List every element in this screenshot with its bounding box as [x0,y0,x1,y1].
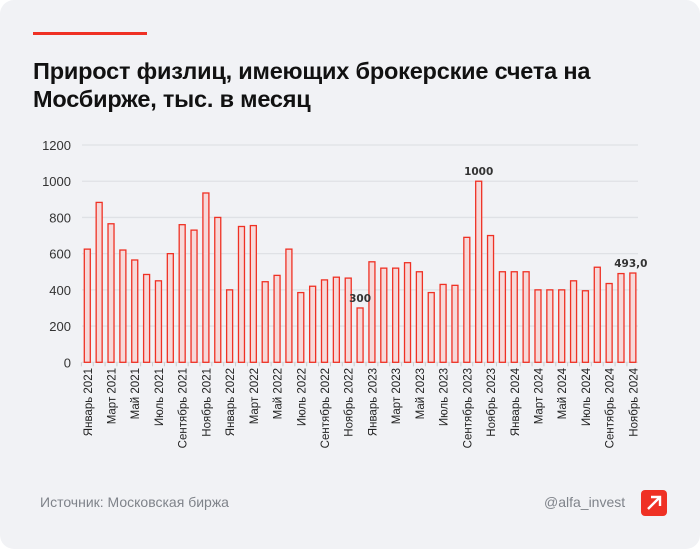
bar [605,282,613,363]
bar [392,267,400,363]
bar [261,281,269,363]
x-tick-label: Июль 2022 [296,368,308,426]
x-tick-label: Май 2021 [130,368,142,419]
bar [237,225,246,363]
x-tick-label: Ноябрь 2021 [201,368,213,437]
x-tick-label: Ноябрь 2024 [628,367,640,436]
bar [332,276,341,363]
bar [498,271,507,363]
x-tick-label: Март 2021 [107,368,119,424]
x-tick-label: Май 2024 [557,367,569,419]
bar [617,272,625,363]
data-label: 493,0 [614,258,647,270]
x-tick-label: Март 2023 [391,368,403,424]
bar [569,280,578,363]
data-label: 300 [349,293,371,305]
x-tick-label: Январь 2022 [225,368,237,436]
bar [142,273,151,363]
alfa-logo-icon [641,490,667,516]
source-text: Источник: Московская биржа [40,494,229,510]
bar [415,271,424,363]
data-label: 1000 [464,166,493,178]
bar [249,224,257,363]
bar [190,229,198,363]
bar [285,248,293,363]
bar [131,259,139,363]
bar [83,248,91,363]
y-tick-label: 1200 [42,138,71,153]
bar [297,291,305,363]
bar [273,274,281,363]
bar [534,289,542,363]
bar [593,266,601,363]
x-tick-label: Май 2022 [273,368,285,419]
bar [451,284,459,363]
bar [581,290,590,363]
x-tick-label: Январь 2021 [83,368,95,436]
y-tick-label: 1000 [42,174,71,189]
bar [403,262,412,363]
bar [368,261,376,363]
chart-title: Прирост физлиц, имеющих брокерские счета… [33,58,591,112]
bar [558,289,566,363]
bar [522,271,530,363]
bar [486,234,495,363]
bar [308,285,317,363]
x-tick-label: Июль 2024 [581,367,593,426]
bar [629,272,637,363]
x-tick-label: Март 2024 [533,367,545,424]
bar [320,279,329,363]
bar [225,289,234,363]
x-tick-label: Ноябрь 2023 [486,368,498,437]
bar [214,216,222,363]
x-tick-label: Сентябрь 2024 [605,367,617,448]
bar [427,291,435,363]
bar [154,280,163,363]
bar [380,267,388,363]
bar [202,192,210,363]
bar [107,223,115,363]
x-tick-label: Сентябрь 2022 [320,368,332,448]
x-tick-label: Сентябрь 2023 [462,368,474,448]
x-tick-label: Январь 2024 [510,367,522,436]
x-tick-label: Июль 2021 [154,368,166,426]
x-tick-label: Май 2023 [415,368,427,419]
bar [178,224,186,363]
x-tick-label: Сентябрь 2021 [178,368,190,448]
x-tick-label: Ноябрь 2022 [344,368,356,437]
y-tick-label: 600 [49,247,71,262]
bar [439,283,447,363]
y-tick-label: 400 [49,283,71,298]
bar [166,252,174,363]
y-tick-label: 0 [64,355,71,370]
arrow-icon [647,495,662,510]
social-handle[interactable]: @alfa_invest [544,494,626,510]
bar [510,271,518,363]
y-tick-label: 200 [49,319,71,334]
bar [95,201,103,363]
x-tick-label: Июль 2023 [439,368,451,426]
x-tick-label: Январь 2023 [367,368,379,436]
bar [356,307,364,363]
bar [475,180,483,363]
bar [546,289,554,363]
accent-line [33,32,147,35]
y-tick-label: 800 [49,210,71,225]
bar [344,277,352,363]
bar [463,236,471,363]
x-tick-label: Март 2022 [249,368,261,424]
bar [119,249,127,363]
